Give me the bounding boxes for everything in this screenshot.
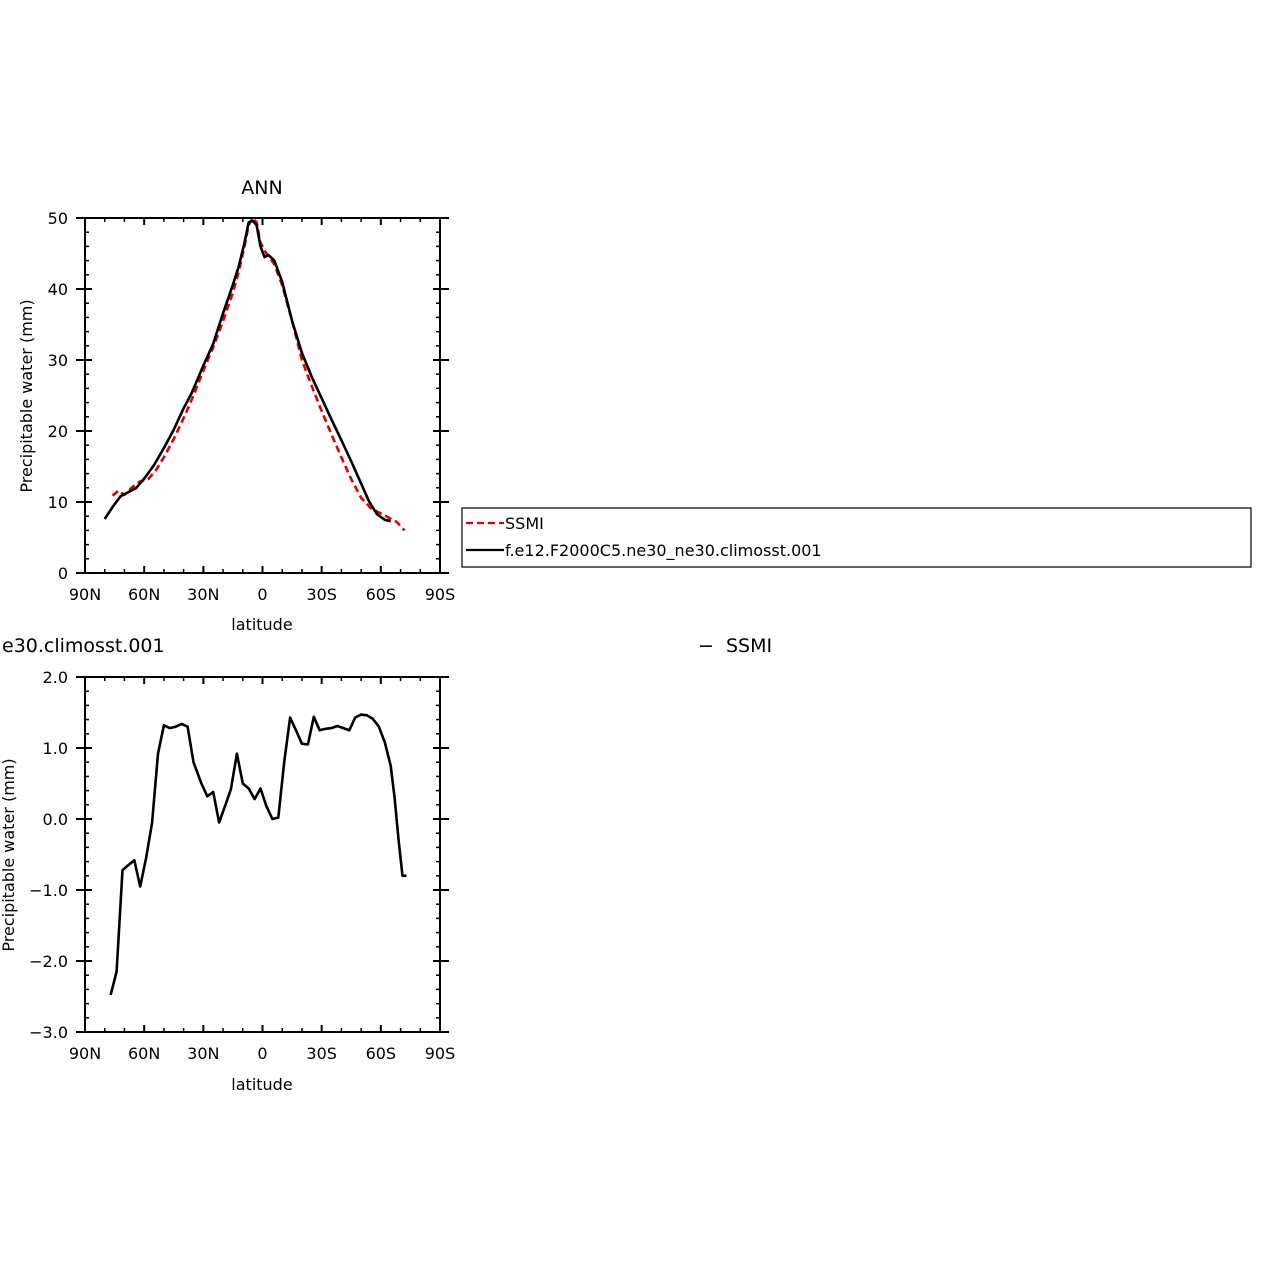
top-panel: ANN Precipitable water (mm) latitude 90N…	[17, 177, 455, 634]
top-series-line-f-e12-f2000c5-ne30-ne30-climosst-001	[103, 219, 392, 523]
top-plot-frame	[84, 217, 441, 574]
top-series-line-ssmi	[111, 216, 406, 532]
bottom-x-tick-label: 30S	[306, 1044, 337, 1063]
top-y-axis-label: Precipitable water (mm)	[17, 299, 36, 492]
top-y-tick-label: 10	[48, 493, 68, 512]
bottom-x-tick-label: 60N	[128, 1044, 160, 1063]
bottom-x-tick-label: 0	[257, 1044, 267, 1063]
bottom-x-tick-label: 30N	[187, 1044, 219, 1063]
top-x-tick-label: 30S	[306, 585, 337, 604]
bottom-y-tick-label: 2.0	[43, 668, 68, 687]
legend-box	[461, 507, 1252, 568]
bottom-x-tick-label: 90S	[425, 1044, 456, 1063]
bottom-tick-labels: 90N 60N 30N 0 30S 60S 90S −3.0 −2.0 −1.0 0.0 1.0 2.0	[29, 668, 455, 1063]
bottom-axis-ticks	[76, 676, 449, 1033]
top-axis-ticks	[76, 217, 449, 574]
top-y-tick-label: 30	[48, 351, 68, 370]
top-x-tick-label: 60S	[366, 585, 397, 604]
top-x-axis-label: latitude	[231, 615, 292, 634]
bottom-plot-frame	[84, 676, 441, 1033]
bottom-series-lines	[109, 713, 407, 996]
bottom-y-tick-label: 1.0	[43, 739, 68, 758]
top-y-tick-label: 50	[48, 209, 68, 228]
bottom-x-axis-label: latitude	[231, 1075, 292, 1094]
top-y-tick-label: 0	[58, 564, 68, 583]
legend-label-model: f.e12.F2000C5.ne30_ne30.climosst.001	[505, 541, 822, 561]
bottom-y-axis-label: Precipitable water (mm)	[0, 758, 18, 951]
bottom-y-tick-label: −1.0	[29, 881, 68, 900]
bottom-y-tick-label: −2.0	[29, 952, 68, 971]
top-x-tick-label: 60N	[128, 585, 160, 604]
bottom-panel-title-right: SSMI	[726, 635, 772, 657]
legend: SSMI f.e12.F2000C5.ne30_ne30.climosst.00…	[461, 507, 1252, 568]
bottom-y-tick-label: −3.0	[29, 1023, 68, 1042]
top-x-tick-label: 30N	[187, 585, 219, 604]
top-tick-labels: 90N 60N 30N 0 30S 60S 90S 0 10 20 30 40 50	[48, 209, 456, 604]
top-x-tick-label: 0	[257, 585, 267, 604]
top-y-tick-label: 40	[48, 280, 68, 299]
top-x-tick-label: 90S	[425, 585, 456, 604]
top-y-tick-label: 20	[48, 422, 68, 441]
bottom-panel-title-left: e30.climosst.001	[2, 635, 165, 657]
bottom-y-tick-label: 0.0	[43, 810, 68, 829]
bottom-x-tick-label: 60S	[366, 1044, 397, 1063]
top-series-lines	[103, 216, 406, 532]
bottom-x-tick-label: 90N	[69, 1044, 101, 1063]
bottom-panel: e30.climosst.001 − SSMI Precipitable wat…	[0, 635, 772, 1094]
legend-label-ssmi: SSMI	[505, 514, 544, 533]
top-panel-title: ANN	[241, 177, 282, 199]
bottom-panel-title-dash: −	[698, 635, 714, 657]
top-x-tick-label: 90N	[69, 585, 101, 604]
bottom-series-line-0	[109, 713, 407, 996]
